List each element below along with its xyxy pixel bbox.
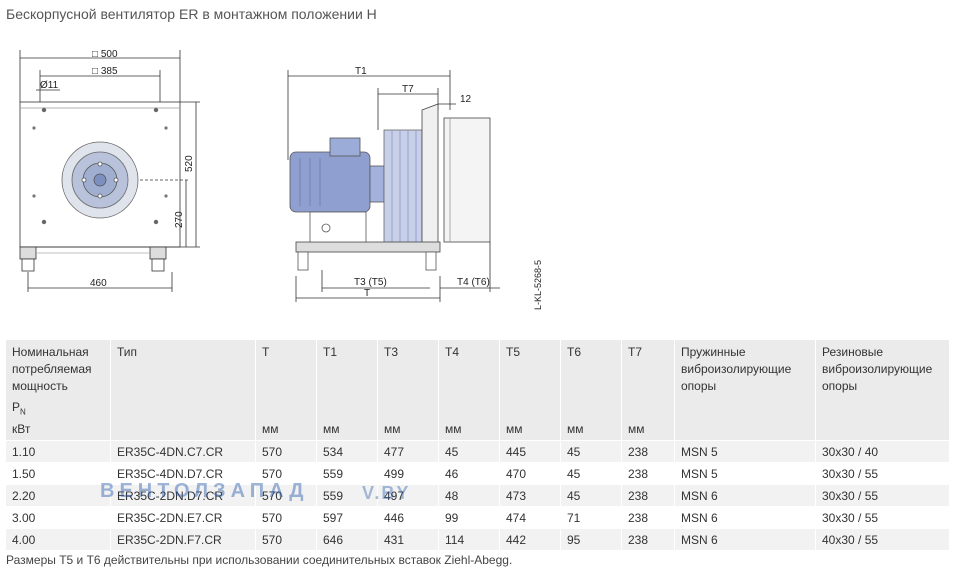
dim-T: T [364, 288, 370, 299]
dim-500: □ 500 [92, 49, 118, 60]
dim-T4T6: T4 (T6) [457, 277, 490, 288]
header-T3: T3 мм [378, 340, 439, 440]
front-view [19, 50, 200, 292]
dim-11: Ø11 [40, 80, 59, 91]
table-row: 4.00 ER35C-2DN.F7.CR 570 646 431 114 442 95 238 M… [6, 528, 950, 550]
dim-T3T5: T3 (T5) [354, 277, 387, 288]
watermark-right: V.BY [362, 483, 411, 503]
header-rubber-mounts: Резиновые виброизолирующие опоры [816, 340, 950, 440]
drawing-code: L-KL-5268-5 [533, 260, 543, 310]
header-spring-mounts: Пружинные виброизолирующие опоры [675, 340, 816, 440]
header-T4: T4 мм [439, 340, 500, 440]
dim-385: □ 385 [92, 66, 118, 77]
header-T5: T5 мм [500, 340, 561, 440]
header-power: Номинальная потребляемая мощность PN кВт [6, 340, 111, 440]
technical-drawing: □ 500 □ 385 Ø11 520 270 460 [19, 49, 543, 310]
table-row: 1.10 ER35C-4DN.C7.CR 570 534 477 45 445 45 238 MS… [6, 440, 950, 462]
table-row: 1.50 ER35C-4DN.D7.CR 570 559 499 46 470 45 238 MS… [6, 462, 950, 484]
table-row: 2.20 ER35C-2DN.D7.CR 570 559 497 48 473 45 238 MS… [6, 484, 950, 506]
page-title: Бескорпусной вентилятор ER в монтажном п… [6, 6, 377, 22]
dim-T7: T7 [402, 84, 414, 95]
spec-table: Номинальная потребляемая мощность PN кВт… [6, 340, 950, 550]
watermark-left: ВЕНТОЛЗАПАД [100, 480, 309, 502]
header-T1: T1 мм [317, 340, 378, 440]
header-T7: T7 мм [622, 340, 675, 440]
dim-270: 270 [174, 211, 185, 228]
header-T6: T6 мм [561, 340, 622, 440]
table-header-row: Номинальная потребляемая мощность PN кВт… [6, 340, 950, 440]
dim-520: 520 [184, 155, 195, 172]
footnote: Размеры T5 и T6 действительны при исполь… [6, 553, 513, 567]
table-row: 3.00 ER35C-2DN.E7.CR 570 597 446 99 474 71 238 MS… [6, 506, 950, 528]
dim-460: 460 [90, 278, 107, 289]
dim-12: 12 [460, 94, 472, 105]
side-view [287, 70, 500, 302]
header-type: Тип [111, 340, 256, 440]
dim-T1: T1 [355, 66, 367, 77]
